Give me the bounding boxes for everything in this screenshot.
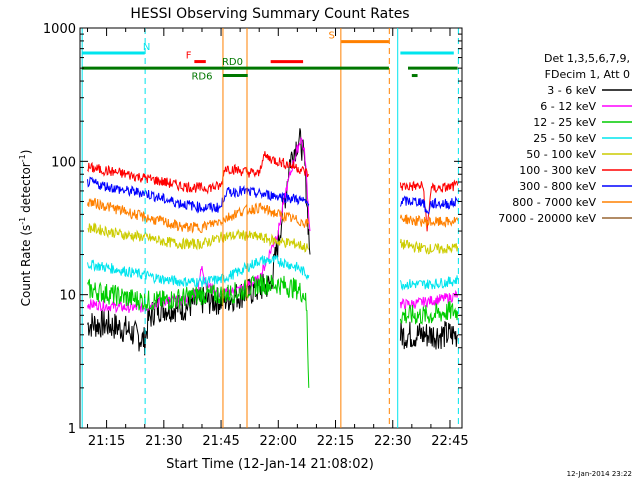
series-7	[87, 197, 459, 234]
series-line-5-0	[87, 151, 310, 195]
series-line-0-0	[87, 128, 311, 356]
series-6	[87, 176, 459, 215]
chart-title: HESSI Observing Summary Count Rates	[130, 6, 409, 22]
series-line-7-1	[399, 214, 459, 228]
x-tick-label-1: 21:30	[145, 434, 182, 449]
plot-timestamp: 12-Jan-2014 23:22	[567, 470, 632, 478]
flag-label-0: N	[143, 42, 150, 53]
x-tick-label-2: 21:45	[202, 434, 239, 449]
flag-label-2: S	[329, 31, 335, 42]
series-line-2-0	[87, 273, 310, 388]
legend-label-2: 12 - 25 keV	[533, 116, 596, 129]
legend-label-1: 6 - 12 keV	[540, 100, 596, 113]
flag-label-1: F	[186, 51, 192, 62]
series-3	[87, 254, 459, 291]
series-line-4-0	[87, 222, 309, 253]
legend-label-5: 100 - 300 keV	[519, 164, 596, 177]
x-axis-label: Start Time (12-Jan-14 21:08:02)	[166, 457, 374, 472]
x-tick-label-4: 22:15	[317, 434, 354, 449]
y-tick-label-0: 1	[68, 422, 76, 437]
y-tick-label-2: 100	[51, 155, 76, 170]
plot-frame	[79, 27, 463, 429]
x-tick-label-6: 22:45	[431, 434, 468, 449]
legend-header-detectors: Det 1,3,5,6,7,9,	[544, 52, 630, 65]
series-line-4-1	[399, 238, 459, 255]
y-tick-label-3: 1000	[43, 22, 76, 37]
series-line-6-1	[399, 195, 459, 215]
series-line-7-0	[87, 197, 310, 234]
y-axis-label: Count Rate (s-1 detector-1)	[18, 150, 33, 307]
legend-label-6: 300 - 800 keV	[519, 180, 596, 193]
flag-label-5: RD6	[191, 72, 212, 83]
x-tick-label-5: 22:30	[374, 434, 411, 449]
legend-label-7: 800 - 7000 keV	[512, 196, 596, 209]
legend: Det 1,3,5,6,7,9, FDecim 1, Att 0 3 - 6 k…	[498, 52, 632, 225]
x-tick-label-3: 22:00	[260, 434, 297, 449]
series-line-3-1	[399, 275, 459, 291]
flag-label-4: RD0	[222, 57, 243, 68]
legend-label-4: 50 - 100 keV	[526, 148, 596, 161]
y-tick-label-1: 10	[59, 289, 76, 304]
series-0	[87, 128, 459, 356]
series-line-2-1	[399, 300, 459, 326]
series-4	[87, 222, 459, 255]
series-line-3-0	[87, 254, 310, 287]
legend-label-8: 7000 - 20000 keV	[498, 212, 596, 225]
series-line-0-1	[399, 321, 459, 350]
legend-label-3: 25 - 50 keV	[533, 132, 596, 145]
legend-header-decimation: FDecim 1, Att 0	[545, 68, 630, 81]
legend-label-0: 3 - 6 keV	[547, 84, 596, 97]
x-tick-label-0: 21:15	[88, 434, 125, 449]
series-line-6-0	[87, 176, 310, 214]
series-2	[87, 273, 459, 388]
